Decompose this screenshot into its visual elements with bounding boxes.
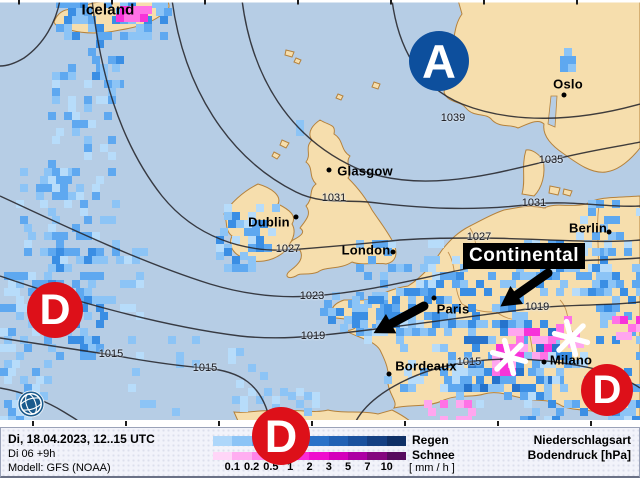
scale-value-label: 5: [345, 461, 352, 473]
faroe-island: [284, 49, 295, 58]
scale-value-label: 0.2: [243, 461, 260, 473]
scale-value-label: 7: [364, 461, 371, 473]
shetland-island: [371, 81, 381, 90]
hebrides-island: [271, 151, 281, 160]
run-info-block: Di, 18.04.2023, 12..15 UTC Di 06 +9h Mod…: [8, 432, 155, 474]
frame-tick: [218, 421, 220, 426]
rain-scale-segment: [367, 436, 387, 446]
denmark-landmass: [521, 149, 545, 197]
globe-logo-icon: [17, 390, 45, 418]
low-pressure-symbol: D: [581, 364, 633, 416]
faroe-island: [293, 57, 302, 65]
snow-scale-segment: [367, 452, 387, 460]
scale-value-label: 3: [325, 461, 332, 473]
snow-scale-segment: [213, 452, 233, 460]
high-pressure-symbol: A: [409, 31, 469, 91]
orkney-island: [335, 93, 344, 101]
hebrides-island: [279, 139, 290, 149]
danish-island: [548, 185, 561, 196]
snowflake-icon: [489, 337, 529, 377]
pressure-title: Bodendruck [hPa]: [527, 448, 631, 462]
snow-scale-label: Schnee: [412, 448, 455, 462]
frame-tick: [497, 421, 499, 426]
map-annotations: [373, 268, 591, 377]
scale-value-label: 10: [380, 461, 393, 473]
legend-bar: Di, 18.04.2023, 12..15 UTC Di 06 +9h Mod…: [0, 427, 640, 478]
snow-scale-segment: [232, 452, 252, 460]
rain-scale-segment: [386, 436, 406, 446]
snowflake-icon: [551, 318, 591, 358]
danish-island: [562, 188, 573, 197]
frame-tick: [311, 421, 313, 426]
scale-value-label: 1: [287, 461, 294, 473]
rain-scale-segment: [309, 436, 329, 446]
low-pressure-symbol: D: [252, 407, 310, 465]
snow-scale-segment: [386, 452, 406, 460]
frame-tick: [125, 421, 127, 426]
snow-scale-segment: [328, 452, 349, 460]
scale-value-label: 2: [306, 461, 313, 473]
scale-value-label: 0.1: [224, 461, 240, 473]
map-frame-top-ticks: [0, 0, 640, 5]
map-canvas: [0, 0, 640, 421]
frame-tick: [590, 421, 592, 426]
run-step-text: Di 06 +9h: [8, 448, 56, 460]
rain-scale-segment: [348, 436, 368, 446]
rain-scale-segment: [232, 436, 252, 446]
rain-scale-segment: [213, 436, 233, 446]
map-frame-bottom-ticks: [0, 420, 640, 427]
snow-color-scale: [213, 452, 406, 460]
model-name-text: Modell: GFS (NOAA): [8, 462, 111, 474]
airmass-arrow: [373, 301, 429, 334]
great-britain-landmass: [286, 119, 397, 279]
airmass-arrow: [500, 268, 553, 307]
snow-scale-segment: [348, 452, 368, 460]
low-pressure-symbol: D: [27, 282, 83, 338]
rain-scale-segment: [328, 436, 349, 446]
precip-type-title: Niederschlagsart: [533, 433, 631, 447]
oslofjord: [547, 95, 558, 128]
frame-tick: [32, 421, 34, 426]
valid-time-text: Di, 18.04.2023, 12..15 UTC: [8, 432, 155, 446]
frame-tick: [404, 421, 406, 426]
scale-unit-label: [ mm / h ]: [409, 462, 455, 474]
snow-scale-segment: [309, 452, 329, 460]
rain-scale-label: Regen: [412, 433, 449, 447]
